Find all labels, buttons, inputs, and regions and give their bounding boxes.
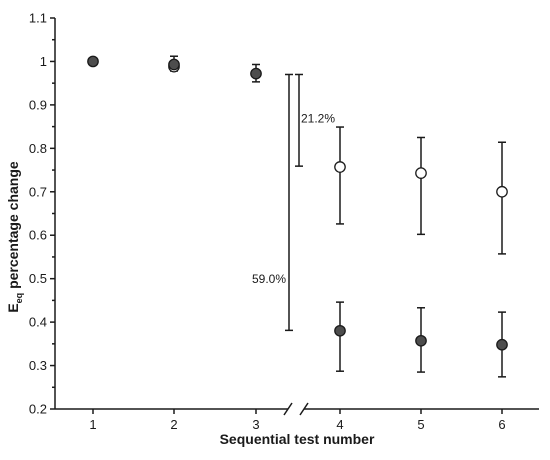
- x-tick-label: 5: [417, 417, 424, 432]
- annotation-label: 21.2%: [301, 111, 335, 125]
- annotation-label: 59.0%: [252, 272, 286, 286]
- y-tick-label: 0.3: [29, 358, 47, 373]
- y-tick-label: 0.6: [29, 228, 47, 243]
- y-axis-title-subscript: eq: [14, 293, 24, 304]
- x-tick-label: 3: [252, 417, 259, 432]
- y-axis-title-rest: percentage change: [5, 161, 21, 293]
- filled-circle-point: [334, 324, 346, 337]
- y-tick-label: 0.7: [29, 184, 47, 199]
- x-axis-title: Sequential test number: [220, 431, 375, 447]
- y-tick-label: 0.9: [29, 97, 47, 112]
- y-tick-label: 1: [40, 54, 47, 69]
- y-tick-label: 1.1: [29, 11, 47, 26]
- filled-circle-point: [250, 67, 262, 80]
- y-tick-label: 0.2: [29, 402, 47, 417]
- y-tick-label: 0.5: [29, 271, 47, 286]
- filled-circle-point: [87, 55, 99, 68]
- x-tick-label: 2: [170, 417, 177, 432]
- open-circle-point: [496, 185, 508, 198]
- x-tick-label: 6: [498, 417, 505, 432]
- x-tick-label: 1: [89, 417, 96, 432]
- filled-circle-point: [168, 58, 180, 71]
- x-tick-label: 4: [336, 417, 343, 432]
- y-axis-title-main: E: [5, 303, 21, 312]
- svg-text:Eeq percentage change: Eeq percentage change: [5, 161, 24, 313]
- filled-circle-point: [496, 338, 508, 351]
- axis-break-mark: [299, 402, 309, 416]
- y-tick-label: 0.8: [29, 141, 47, 156]
- open-circle-point: [415, 167, 427, 179]
- y-axis-title: Eeq percentage change: [5, 161, 24, 313]
- y-tick-label: 0.4: [29, 315, 47, 330]
- axis-break-mark: [283, 402, 293, 416]
- filled-circle-point: [415, 334, 427, 347]
- open-circle-point: [334, 161, 346, 173]
